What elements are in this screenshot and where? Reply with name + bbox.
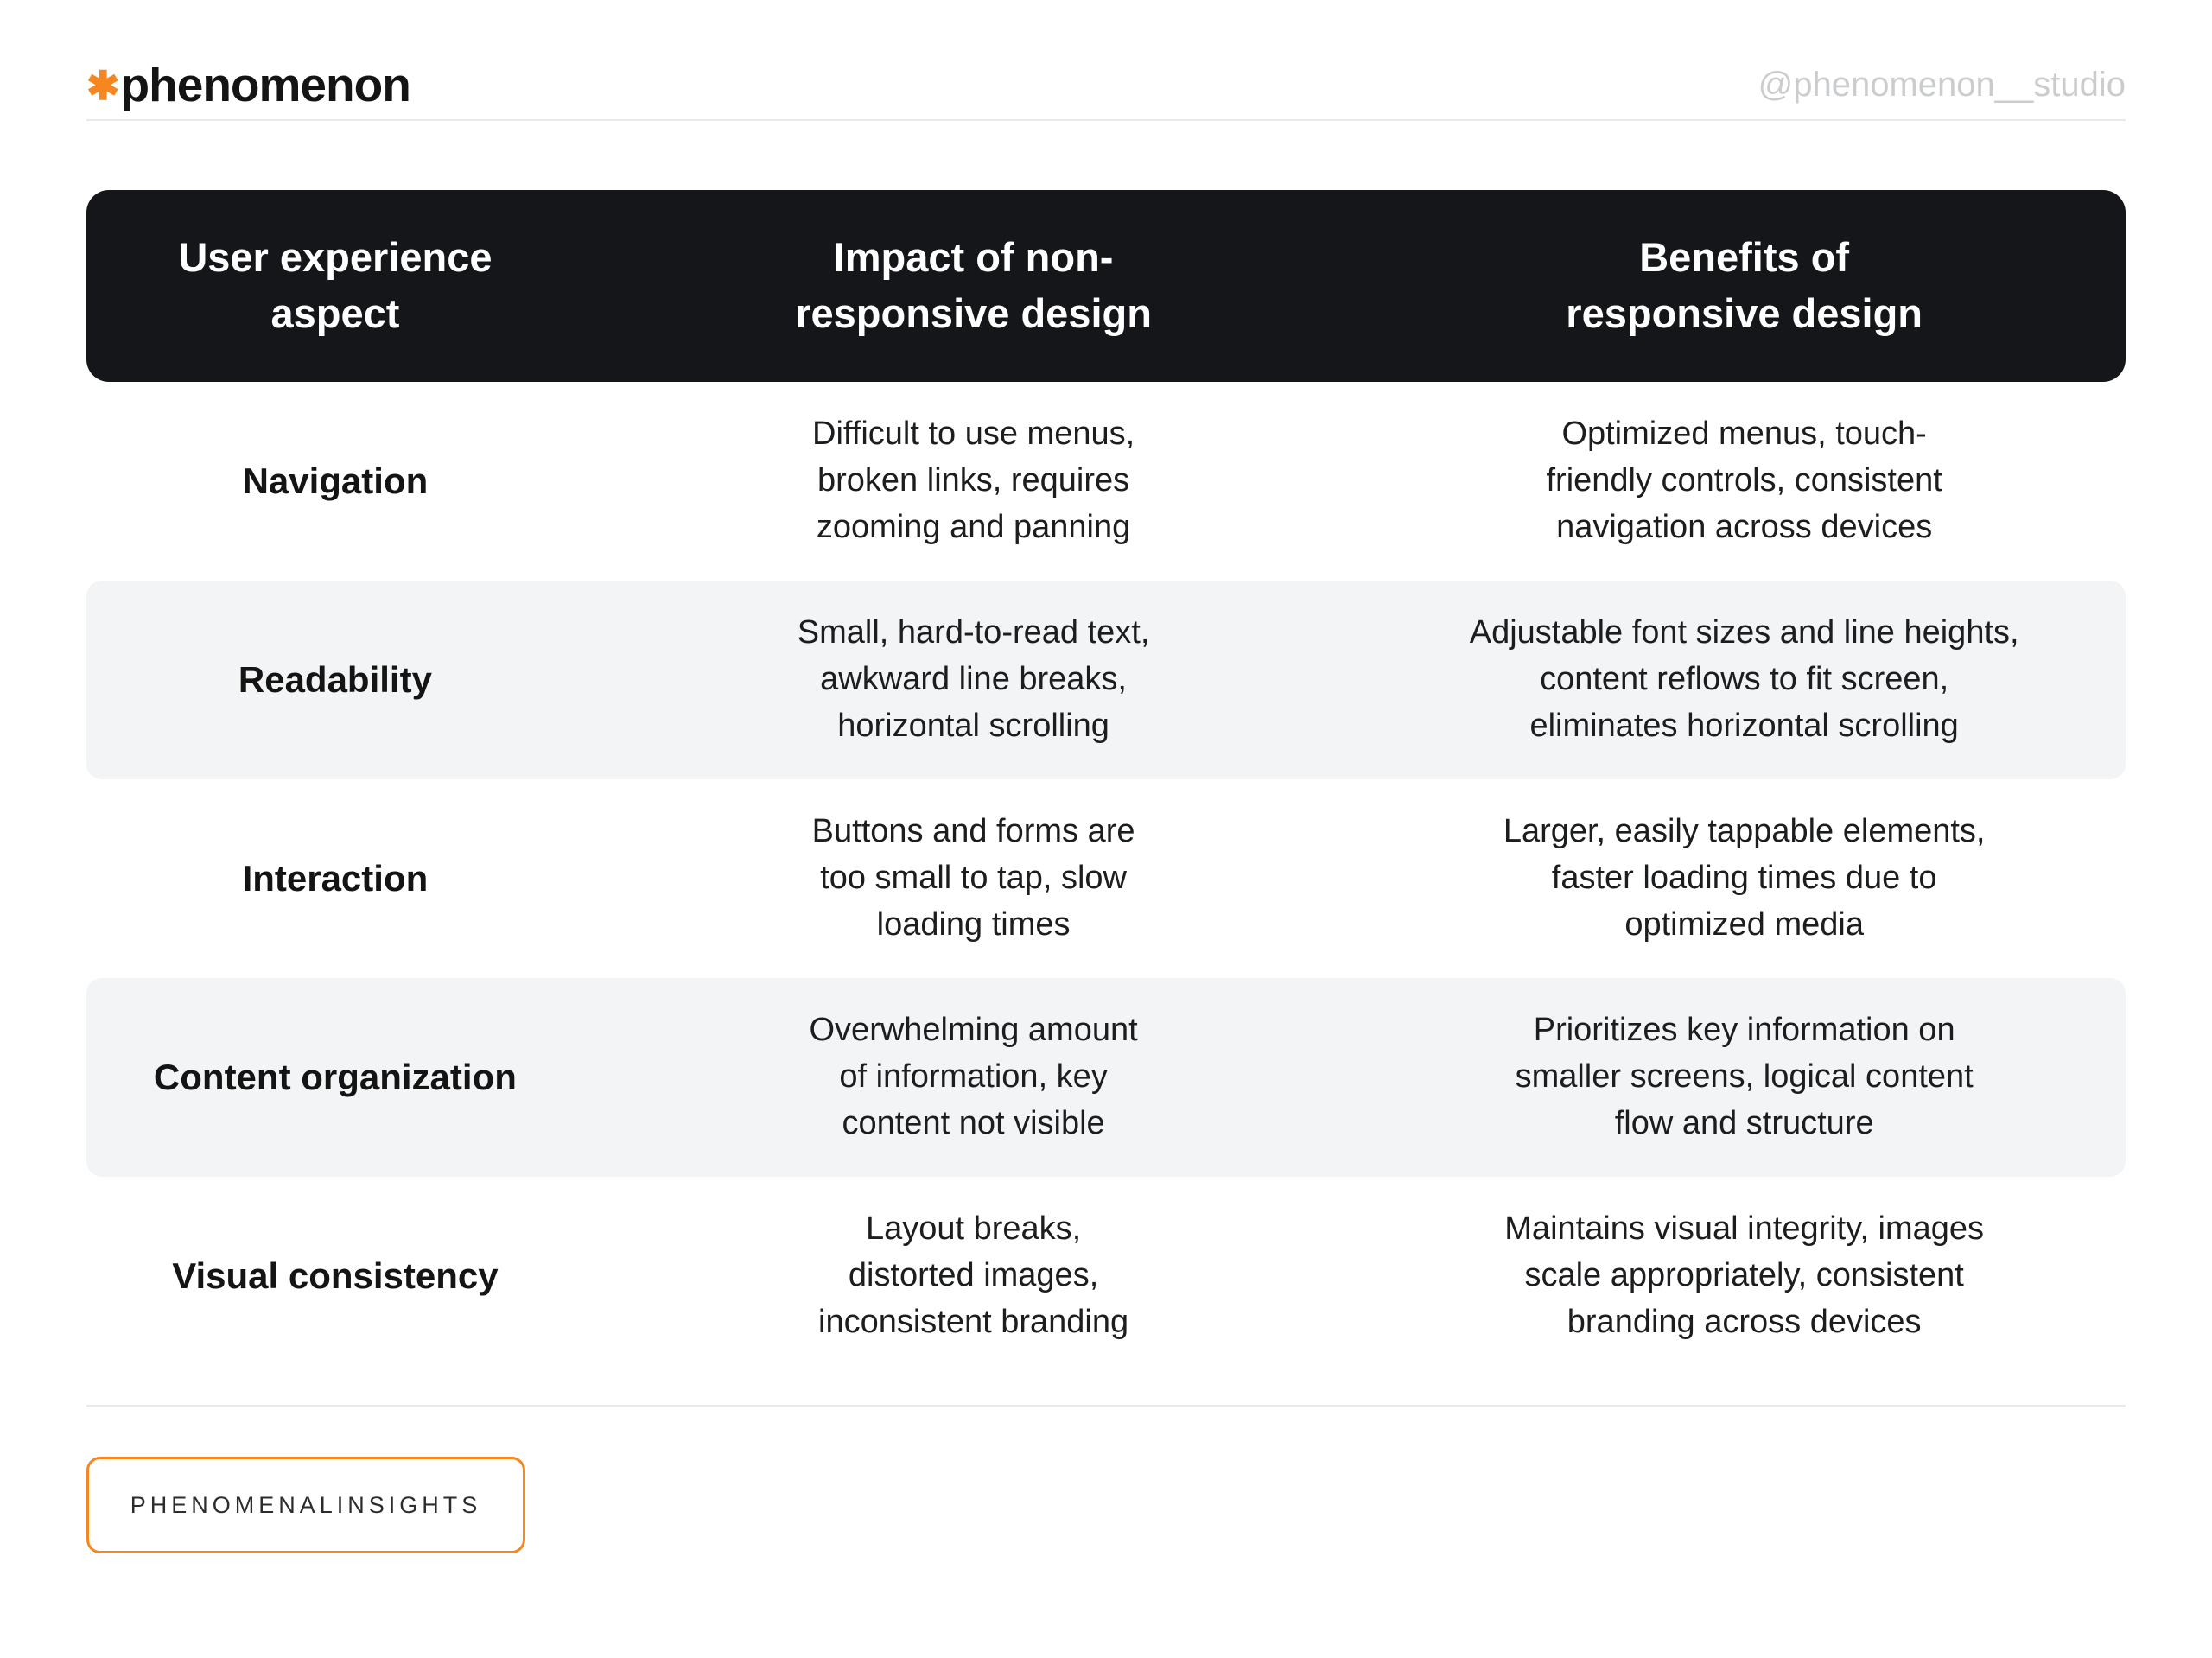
header-user-experience-aspect: User experience aspect [178,234,493,336]
phenomenon-logo: ✱ phenomenon [86,57,411,111]
row-impact: Layout breaks, distorted images, inconsi… [818,1210,1129,1340]
header-impact-non-responsive: Impact of non- responsive design [795,234,1152,336]
row-impact: Overwhelming amount of information, key … [809,1012,1138,1141]
table-row: Content organization Overwhelming amount… [86,978,2126,1177]
row-benefit: Prioritizes key information on smaller s… [1515,1012,1974,1141]
comparison-table: User experience aspect Impact of non- re… [86,190,2126,1375]
row-aspect: Readability [238,659,432,700]
logo-text: phenomenon [120,57,411,111]
top-bar: ✱ phenomenon @phenomenon__studio [86,0,2126,119]
table-row: Visual consistency Layout breaks, distor… [86,1177,2126,1375]
row-impact: Difficult to use menus, broken links, re… [812,416,1135,545]
bottom-divider [86,1405,2126,1407]
row-benefit: Maintains visual integrity, images scale… [1504,1210,1985,1340]
table-row: Readability Small, hard-to-read text, aw… [86,581,2126,779]
row-impact: Small, hard-to-read text, awkward line b… [797,614,1150,744]
table-header-row: User experience aspect Impact of non- re… [86,190,2126,382]
row-aspect: Interaction [242,858,429,899]
table-row: Interaction Buttons and forms are too sm… [86,779,2126,978]
row-benefit: Optimized menus, touch- friendly control… [1546,416,1942,545]
table-row: Navigation Difficult to use menus, broke… [86,382,2126,581]
row-impact: Buttons and forms are too small to tap, … [811,813,1135,943]
top-divider [86,119,2126,121]
social-handle: @phenomenon__studio [1758,65,2126,104]
row-aspect: Visual consistency [172,1255,499,1296]
header-benefits-responsive: Benefits of responsive design [1566,234,1923,336]
row-benefit: Adjustable font sizes and line heights, … [1469,614,2019,744]
row-benefit: Larger, easily tappable elements, faster… [1503,813,1986,943]
row-aspect: Content organization [153,1057,517,1097]
phenomenal-insights-button[interactable]: PHENOMENALINSIGHTS [86,1457,525,1553]
asterisk-icon: ✱ [86,63,120,108]
row-aspect: Navigation [242,461,429,501]
